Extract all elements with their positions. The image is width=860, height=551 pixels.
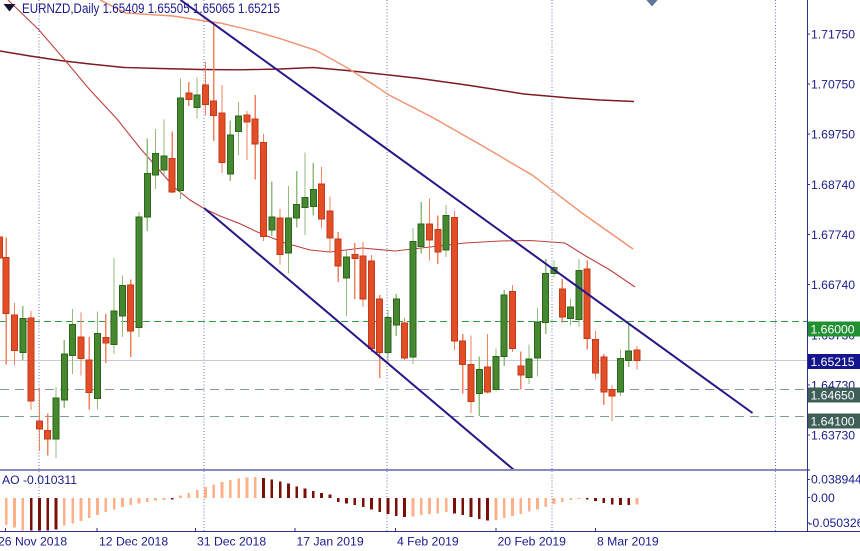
svg-text:31 Dec 2018: 31 Dec 2018: [197, 535, 266, 549]
svg-text:4 Feb 2019: 4 Feb 2019: [397, 535, 459, 549]
svg-text:20 Feb 2019: 20 Feb 2019: [498, 535, 567, 549]
svg-text:AO -0.010311: AO -0.010311: [2, 473, 77, 487]
svg-text:1.69750: 1.69750: [811, 127, 855, 141]
svg-text:1.63730: 1.63730: [811, 428, 855, 442]
svg-text:1.66000: 1.66000: [811, 322, 855, 336]
svg-text:1.71750: 1.71750: [811, 27, 855, 41]
svg-text:1.65215: 1.65215: [811, 355, 855, 369]
svg-text:1.67740: 1.67740: [811, 228, 855, 242]
svg-text:0.038944: 0.038944: [811, 473, 860, 487]
svg-text:1.64650: 1.64650: [811, 388, 855, 402]
svg-text:17 Jan 2019: 17 Jan 2019: [297, 535, 364, 549]
svg-text:1.64100: 1.64100: [811, 414, 855, 428]
svg-text:8 Mar 2019: 8 Mar 2019: [597, 535, 659, 549]
svg-text:26 Nov 2018: 26 Nov 2018: [0, 535, 67, 549]
svg-text:1.70750: 1.70750: [811, 77, 855, 91]
svg-text:12 Dec 2018: 12 Dec 2018: [99, 535, 168, 549]
svg-text:0.00: 0.00: [811, 491, 835, 505]
svg-text:1.66740: 1.66740: [811, 278, 855, 292]
svg-text:-0.050326: -0.050326: [809, 516, 860, 530]
svg-text:EURNZD,Daily 1.65409 1.65505: EURNZD,Daily 1.65409 1.65505 1.65065 1.6…: [22, 1, 280, 16]
svg-text:1.68740: 1.68740: [811, 178, 855, 192]
